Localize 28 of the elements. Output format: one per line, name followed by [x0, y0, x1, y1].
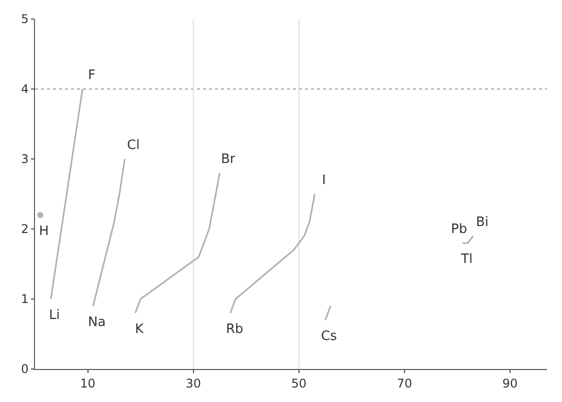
annotation: I: [322, 173, 326, 188]
annotation: K: [135, 322, 144, 337]
annotation: Tl: [460, 252, 473, 267]
annotation: Cl: [127, 138, 140, 153]
x-tick-label: 90: [502, 376, 518, 390]
x-tick-label: 30: [186, 376, 201, 390]
y-tick-label: 1: [20, 292, 29, 306]
line-series: [134, 172, 221, 314]
line-series: [50, 88, 84, 300]
line-series: [230, 193, 316, 314]
annotation: Br: [221, 152, 236, 167]
y-tick-label: 3: [20, 152, 29, 166]
y-tick-label: 4: [20, 82, 29, 96]
y-tick-label: 0: [20, 362, 29, 376]
x-tick-label: 10: [80, 376, 96, 390]
annotation: Pb: [451, 222, 468, 237]
y-tick-label: 5: [20, 12, 29, 26]
annotation: F: [88, 68, 96, 83]
x-tick-label: 70: [396, 376, 412, 390]
annotation: Cs: [321, 329, 338, 344]
annotation: Na: [88, 315, 106, 330]
annotation: Li: [49, 308, 60, 323]
annotation: H: [39, 224, 49, 239]
annotation: Rb: [226, 322, 244, 337]
x-tick-label: 50: [291, 376, 307, 390]
annotation: Bi: [476, 215, 489, 230]
y-tick-label: 2: [20, 222, 29, 236]
line-series: [92, 158, 126, 307]
